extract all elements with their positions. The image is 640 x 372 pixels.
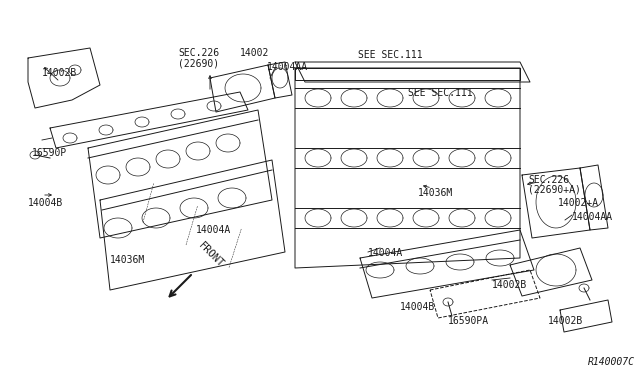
Text: 14036M: 14036M (110, 255, 145, 265)
Text: SEC.226: SEC.226 (528, 175, 569, 185)
Text: SEC.226: SEC.226 (178, 48, 219, 58)
Text: 14036M: 14036M (418, 188, 453, 198)
Text: FRONT: FRONT (196, 241, 225, 270)
Text: 14002+A: 14002+A (558, 198, 599, 208)
Text: (22690): (22690) (178, 58, 219, 68)
Text: 14002B: 14002B (548, 316, 583, 326)
Text: 14004B: 14004B (400, 302, 435, 312)
Text: 14002B: 14002B (42, 68, 77, 78)
Text: R140007C: R140007C (588, 357, 635, 367)
Text: 14004A: 14004A (196, 225, 231, 235)
Text: 14004AA: 14004AA (267, 62, 308, 72)
Text: 14004A: 14004A (368, 248, 403, 258)
Text: SEE SEC.111: SEE SEC.111 (408, 88, 472, 98)
Text: 16590P: 16590P (32, 148, 67, 158)
Text: 14004B: 14004B (28, 198, 63, 208)
Text: 14004AA: 14004AA (572, 212, 613, 222)
Text: 16590PA: 16590PA (448, 316, 489, 326)
Text: SEE SEC.111: SEE SEC.111 (358, 50, 422, 60)
Text: 14002: 14002 (240, 48, 269, 58)
Text: (22690+A): (22690+A) (528, 185, 581, 195)
Text: 14002B: 14002B (492, 280, 527, 290)
